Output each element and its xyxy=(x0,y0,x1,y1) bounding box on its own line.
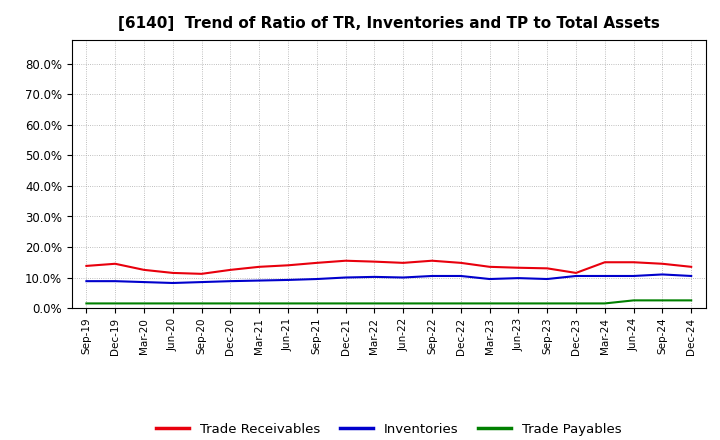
Inventories xyxy=(140,279,148,285)
Trade Payables xyxy=(370,301,379,306)
Trade Receivables xyxy=(111,261,120,266)
Trade Receivables xyxy=(197,271,206,276)
Trade Receivables xyxy=(82,263,91,268)
Trade Payables xyxy=(600,301,609,306)
Trade Receivables xyxy=(370,259,379,264)
Trade Payables xyxy=(111,301,120,306)
Legend: Trade Receivables, Inventories, Trade Payables: Trade Receivables, Inventories, Trade Pa… xyxy=(151,418,626,440)
Inventories xyxy=(226,279,235,284)
Trade Payables xyxy=(399,301,408,306)
Inventories xyxy=(543,276,552,282)
Inventories xyxy=(255,278,264,283)
Trade Receivables xyxy=(572,270,580,275)
Trade Receivables xyxy=(456,260,465,265)
Trade Receivables xyxy=(399,260,408,265)
Trade Receivables xyxy=(543,266,552,271)
Inventories xyxy=(341,275,350,280)
Trade Payables xyxy=(284,301,292,306)
Inventories xyxy=(428,273,436,279)
Trade Payables xyxy=(629,298,638,303)
Trade Receivables xyxy=(140,267,148,272)
Trade Payables xyxy=(226,301,235,306)
Trade Payables xyxy=(485,301,494,306)
Trade Receivables xyxy=(168,270,177,275)
Trade Payables xyxy=(197,301,206,306)
Trade Payables xyxy=(456,301,465,306)
Inventories xyxy=(485,276,494,282)
Trade Payables xyxy=(255,301,264,306)
Inventories xyxy=(111,279,120,284)
Trade Payables xyxy=(543,301,552,306)
Inventories xyxy=(370,274,379,279)
Inventories xyxy=(284,277,292,282)
Inventories xyxy=(168,280,177,286)
Inventories xyxy=(456,273,465,279)
Trade Receivables xyxy=(428,258,436,264)
Trade Payables xyxy=(140,301,148,306)
Trade Receivables xyxy=(341,258,350,264)
Trade Payables xyxy=(168,301,177,306)
Trade Payables xyxy=(312,301,321,306)
Trade Payables xyxy=(687,298,696,303)
Trade Receivables xyxy=(600,260,609,265)
Inventories xyxy=(600,273,609,279)
Inventories xyxy=(687,273,696,279)
Trade Payables xyxy=(514,301,523,306)
Inventories xyxy=(312,276,321,282)
Trade Payables xyxy=(572,301,580,306)
Inventories xyxy=(572,273,580,279)
Inventories xyxy=(197,279,206,285)
Trade Receivables xyxy=(312,260,321,265)
Trade Receivables xyxy=(629,260,638,265)
Trade Receivables xyxy=(255,264,264,269)
Trade Payables xyxy=(428,301,436,306)
Trade Receivables xyxy=(226,267,235,272)
Inventories xyxy=(658,272,667,277)
Trade Receivables xyxy=(485,264,494,269)
Trade Receivables xyxy=(284,263,292,268)
Trade Receivables xyxy=(687,264,696,269)
Inventories xyxy=(82,279,91,284)
Line: Inventories: Inventories xyxy=(86,275,691,283)
Inventories xyxy=(399,275,408,280)
Trade Receivables xyxy=(514,265,523,270)
Line: Trade Payables: Trade Payables xyxy=(86,301,691,304)
Inventories xyxy=(514,275,523,281)
Trade Receivables xyxy=(658,261,667,266)
Trade Payables xyxy=(82,301,91,306)
Inventories xyxy=(629,273,638,279)
Line: Trade Receivables: Trade Receivables xyxy=(86,261,691,274)
Trade Payables xyxy=(341,301,350,306)
Title: [6140]  Trend of Ratio of TR, Inventories and TP to Total Assets: [6140] Trend of Ratio of TR, Inventories… xyxy=(118,16,660,32)
Trade Payables xyxy=(658,298,667,303)
